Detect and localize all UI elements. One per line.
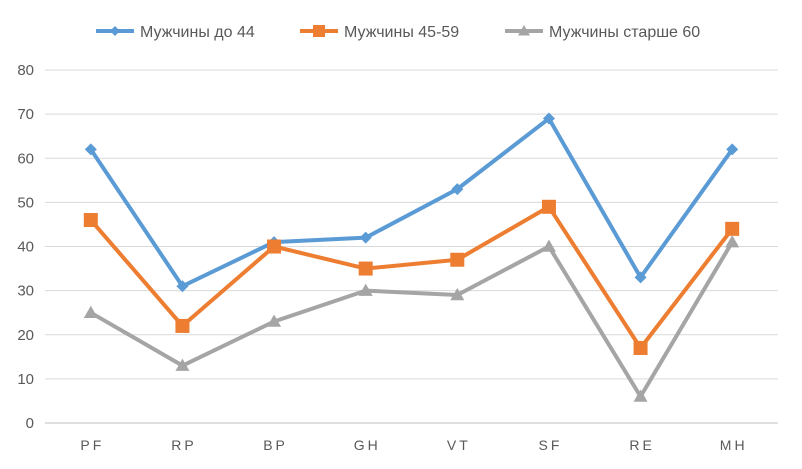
data-point xyxy=(358,283,373,296)
data-point xyxy=(359,231,372,244)
data-point xyxy=(267,314,282,327)
legend: Мужчины до 44 Мужчины 45-59 Мужчины старше… xyxy=(96,24,700,41)
y-tick-label: 20 xyxy=(17,327,34,344)
y-tick-label: 0 xyxy=(26,415,34,432)
y-tick-label: 50 xyxy=(17,194,34,211)
data-point xyxy=(725,221,740,236)
data-point xyxy=(83,213,98,228)
data-point xyxy=(175,318,190,333)
data-point xyxy=(110,26,120,36)
data-point xyxy=(267,239,282,254)
data-point xyxy=(176,280,189,293)
x-tick-label: GH xyxy=(354,437,381,453)
data-point xyxy=(541,239,556,252)
data-point xyxy=(726,143,739,156)
data-point xyxy=(725,235,740,248)
series-layer xyxy=(83,112,740,402)
x-tick-label: SF xyxy=(538,437,562,453)
y-tick-label: 10 xyxy=(17,371,34,388)
y-tick-label: 30 xyxy=(17,283,34,300)
x-tick-label: BP xyxy=(263,437,288,453)
legend-label: Мужчины 45-59 xyxy=(344,24,459,41)
data-point xyxy=(175,358,190,371)
data-point xyxy=(633,389,648,402)
y-tick-label: 70 xyxy=(17,106,34,123)
data-point xyxy=(313,25,325,37)
legend-item: Мужчины старше 60 xyxy=(505,24,700,41)
data-point xyxy=(518,25,530,36)
y-axis: 0 10 20 30 40 50 60 70 80 xyxy=(17,62,34,432)
x-tick-label: RP xyxy=(171,437,196,453)
data-point xyxy=(358,261,373,276)
x-tick-label: RE xyxy=(629,437,654,453)
y-tick-label: 40 xyxy=(17,239,34,256)
x-axis: PF RP BP GH VT SF RE MH xyxy=(80,437,748,453)
series-line xyxy=(89,241,734,399)
legend-item: Мужчины до 44 xyxy=(96,24,255,41)
legend-item: Мужчины 45-59 xyxy=(300,24,459,41)
legend-label: Мужчины до 44 xyxy=(140,24,255,41)
data-point xyxy=(84,143,97,156)
series-line xyxy=(89,204,734,350)
data-point xyxy=(633,340,648,355)
data-point xyxy=(634,271,647,284)
data-point xyxy=(542,112,555,125)
y-tick-label: 60 xyxy=(17,150,34,167)
series-line xyxy=(89,116,734,289)
series-2 xyxy=(83,199,740,355)
gridlines xyxy=(45,69,778,424)
x-tick-label: PF xyxy=(80,437,104,453)
data-point xyxy=(451,183,464,196)
series-3 xyxy=(83,235,740,402)
data-point xyxy=(450,252,465,267)
data-point xyxy=(83,305,98,318)
data-point xyxy=(450,288,465,301)
data-point xyxy=(541,199,556,214)
x-tick-label: MH xyxy=(720,437,748,453)
legend-label: Мужчины старше 60 xyxy=(549,24,700,41)
x-tick-label: VT xyxy=(447,437,471,453)
y-tick-label: 80 xyxy=(17,62,34,79)
